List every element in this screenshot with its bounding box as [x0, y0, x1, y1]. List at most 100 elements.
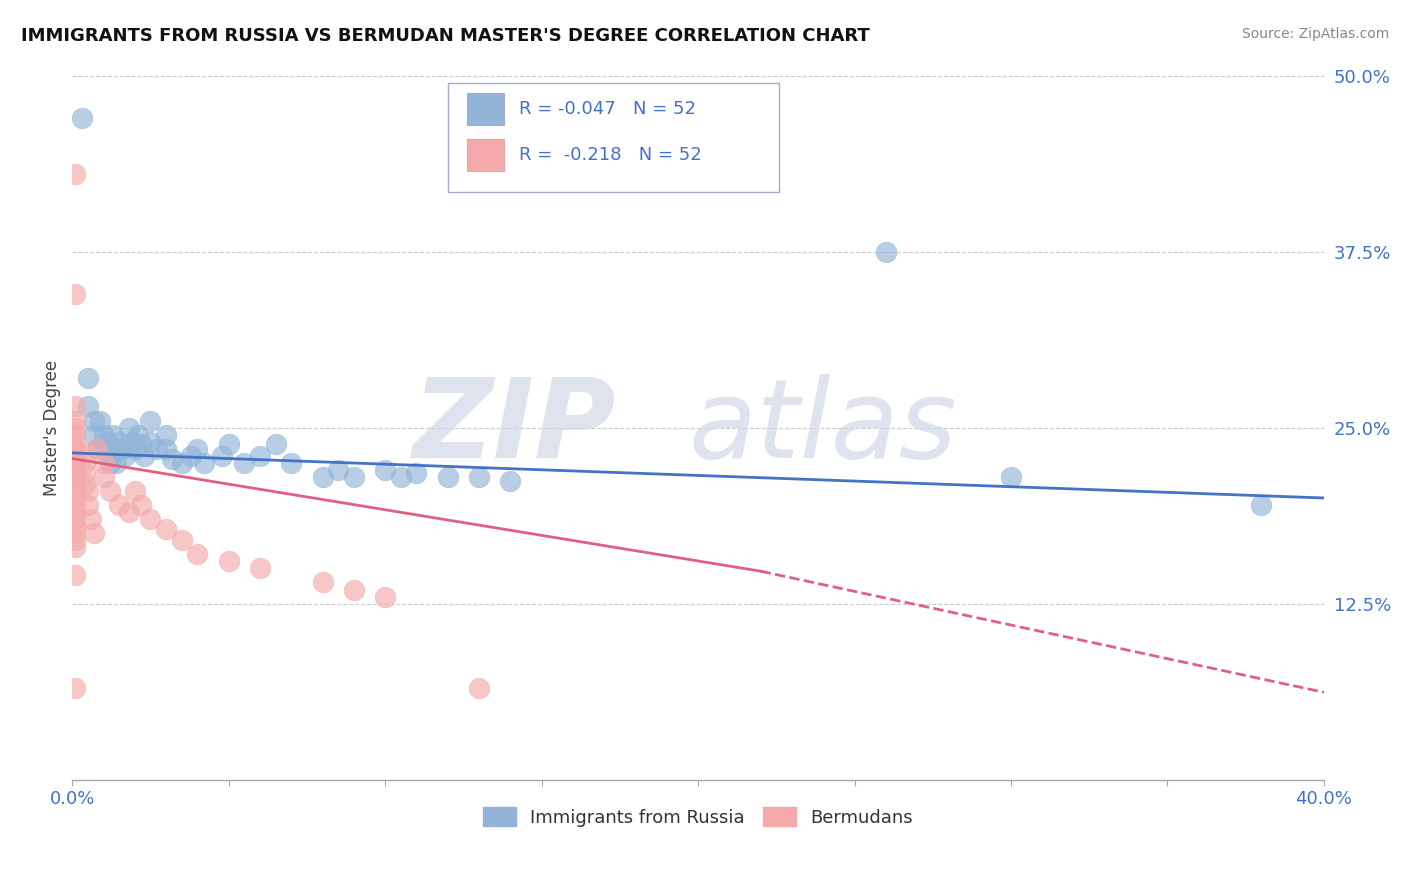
Point — [129, 437, 152, 451]
Point — [1250, 498, 1272, 512]
Point — [65, 446, 87, 460]
Point — [65, 491, 87, 505]
Point — [65, 466, 87, 480]
Point — [186, 442, 208, 456]
Point — [65, 167, 87, 181]
Point — [83, 413, 105, 427]
Point — [77, 498, 100, 512]
Text: R = -0.047   N = 52: R = -0.047 N = 52 — [519, 100, 696, 118]
Point — [127, 427, 149, 442]
Point — [134, 449, 156, 463]
Point — [96, 434, 118, 449]
Point — [65, 533, 87, 548]
Text: atlas: atlas — [689, 374, 957, 481]
Legend: Immigrants from Russia, Bermudans: Immigrants from Russia, Bermudans — [477, 800, 920, 834]
Point — [468, 681, 491, 695]
Point — [114, 449, 136, 463]
Point — [233, 456, 256, 470]
Point — [65, 568, 87, 582]
Y-axis label: Master's Degree: Master's Degree — [44, 359, 60, 496]
Point — [145, 442, 167, 456]
Point — [65, 460, 87, 475]
Point — [93, 456, 115, 470]
Point — [124, 442, 146, 456]
Point — [280, 456, 302, 470]
Point — [117, 505, 139, 519]
Point — [499, 474, 522, 488]
Point — [70, 111, 93, 125]
Point — [124, 483, 146, 498]
Point — [65, 470, 87, 484]
Point — [65, 505, 87, 519]
Point — [170, 456, 193, 470]
Point — [65, 442, 87, 456]
Point — [108, 498, 131, 512]
Point — [249, 561, 271, 575]
Point — [211, 449, 233, 463]
Point — [311, 575, 333, 590]
Point — [65, 427, 87, 442]
Text: R =  -0.218   N = 52: R = -0.218 N = 52 — [519, 145, 702, 164]
Point — [111, 442, 134, 456]
Point — [374, 463, 396, 477]
Bar — [467, 139, 505, 170]
Point — [218, 554, 240, 568]
Point — [73, 466, 96, 480]
Bar — [467, 93, 505, 125]
Point — [73, 456, 96, 470]
Point — [77, 400, 100, 414]
Point — [139, 434, 162, 449]
Point — [436, 470, 458, 484]
Point — [155, 522, 177, 536]
Point — [180, 449, 202, 463]
Point — [101, 427, 124, 442]
Point — [105, 456, 128, 470]
Point — [73, 446, 96, 460]
Point — [162, 451, 184, 466]
Point — [65, 420, 87, 434]
Text: IMMIGRANTS FROM RUSSIA VS BERMUDAN MASTER'S DEGREE CORRELATION CHART: IMMIGRANTS FROM RUSSIA VS BERMUDAN MASTE… — [21, 27, 870, 45]
Point — [86, 442, 108, 456]
Point — [328, 463, 350, 477]
Text: Source: ZipAtlas.com: Source: ZipAtlas.com — [1241, 27, 1389, 41]
Point — [65, 519, 87, 533]
Point — [83, 427, 105, 442]
Point — [139, 413, 162, 427]
Point — [218, 437, 240, 451]
Point — [264, 437, 287, 451]
Point — [193, 456, 215, 470]
FancyBboxPatch shape — [447, 83, 779, 192]
Point — [129, 498, 152, 512]
Point — [311, 470, 333, 484]
Point — [83, 526, 105, 541]
Point — [89, 413, 111, 427]
Point — [101, 442, 124, 456]
Point — [875, 244, 897, 259]
Point — [108, 434, 131, 449]
Point — [65, 526, 87, 541]
Point — [155, 427, 177, 442]
Point — [93, 427, 115, 442]
Point — [121, 434, 143, 449]
Point — [86, 442, 108, 456]
Point — [73, 476, 96, 491]
Point — [343, 470, 366, 484]
Point — [389, 470, 412, 484]
Point — [249, 449, 271, 463]
Point — [98, 449, 121, 463]
Point — [374, 590, 396, 604]
Point — [77, 483, 100, 498]
Point — [80, 512, 103, 526]
Point — [65, 413, 87, 427]
Point — [155, 442, 177, 456]
Point — [65, 512, 87, 526]
Point — [65, 456, 87, 470]
Point — [65, 286, 87, 301]
Point — [77, 371, 100, 385]
Point — [98, 456, 121, 470]
Point — [65, 400, 87, 414]
Text: ZIP: ZIP — [413, 374, 617, 481]
Point — [65, 451, 87, 466]
Point — [65, 498, 87, 512]
Point — [65, 434, 87, 449]
